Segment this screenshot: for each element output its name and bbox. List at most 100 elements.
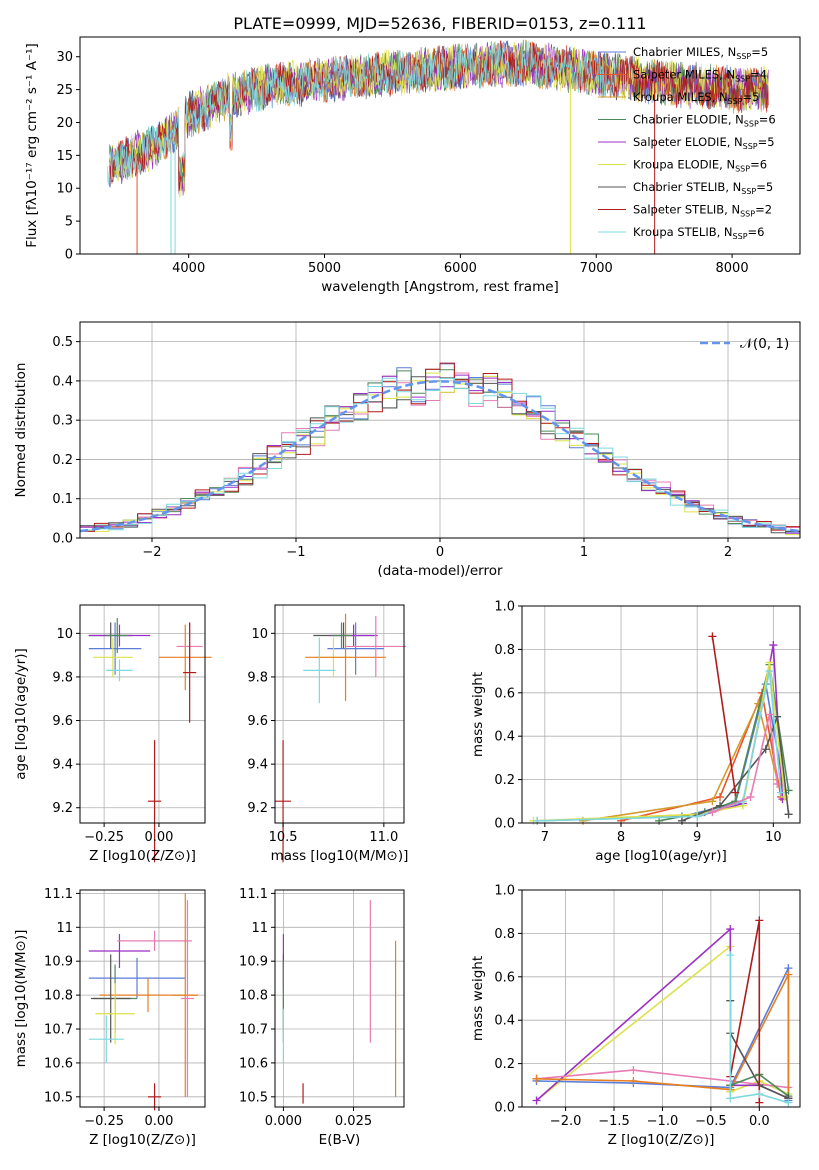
- y-tick-label: 10.9: [44, 955, 73, 970]
- plus-marker: [532, 1096, 541, 1105]
- x-tick-label: 5000: [308, 261, 341, 276]
- legend-entry: Salpeter STELIB, NSSP=2: [633, 203, 772, 219]
- y-tick-label: 0.0: [52, 532, 73, 547]
- y-tick-label: 0.4: [52, 374, 73, 389]
- y-tick-label: 30: [56, 50, 73, 65]
- y-tick-label: 0.4: [494, 1014, 515, 1029]
- age-vs-metallicity-panel: −0.25 0.00 9.2 9.4 9.6 9.8 10 Z [log10(Z/Z⊙)] ag…: [13, 604, 212, 864]
- x-axis-label: Z [log10(Z/Z⊙)]: [608, 1132, 715, 1148]
- axes-frame: [79, 889, 206, 1108]
- y-tick-label: 25: [56, 83, 73, 98]
- y-tick-label: 1.0: [494, 600, 515, 615]
- plus-marker: [755, 1089, 764, 1098]
- y-tick-label: 15: [56, 149, 73, 164]
- y-axis-label: mass weight: [470, 956, 486, 1041]
- data-point: [117, 930, 192, 952]
- legend-entry: Salpeter ELODIE, NSSP=5: [633, 135, 775, 151]
- plus-marker: [755, 1098, 764, 1107]
- data-point: [106, 618, 129, 653]
- x-tick-label: 2: [724, 545, 732, 560]
- x-tick-label: −1.0: [647, 1114, 679, 1129]
- y-tick-label: 9.6: [52, 714, 73, 729]
- legend-entry: Kroupa ELODIE, NSSP=6: [633, 158, 767, 174]
- plus-marker: [726, 1094, 735, 1103]
- plus-marker: [784, 970, 793, 979]
- y-tick-label: 0: [65, 248, 73, 263]
- y-tick-label: 10.7: [44, 1023, 73, 1038]
- data-point: [327, 622, 384, 675]
- plus-marker: [776, 788, 785, 797]
- data-point: [88, 957, 186, 999]
- y-axis-label: age [log10(age/yr)]: [13, 648, 29, 780]
- y-tick-label: 5: [65, 215, 73, 230]
- plus-marker: [765, 658, 774, 667]
- plus-marker: [780, 792, 789, 801]
- x-tick-label: 0.000: [265, 1114, 302, 1129]
- weight-line: [729, 955, 789, 1104]
- y-tick-label: 9.6: [247, 714, 268, 729]
- y-tick-label: 11.1: [239, 887, 268, 902]
- axes-frame: [79, 604, 206, 824]
- x-tick-label: 9: [693, 830, 701, 845]
- y-tick-label: 10: [56, 627, 73, 642]
- data-point: [147, 1083, 162, 1111]
- y-tick-label: 9.8: [52, 670, 73, 685]
- data-point: [275, 740, 292, 863]
- x-tick-label: 7: [541, 830, 549, 845]
- x-tick-label: 6000: [444, 261, 477, 276]
- y-tick-label: 9.4: [52, 758, 73, 773]
- y-tick-label: 0.0: [494, 817, 515, 832]
- legend-entry: 𝒩(0, 1): [740, 336, 789, 352]
- y-tick-label: 20: [56, 116, 73, 131]
- plus-marker: [532, 1074, 541, 1083]
- data-point: [183, 622, 197, 723]
- y-tick-label: 0.1: [52, 492, 73, 507]
- plus-marker: [761, 745, 770, 754]
- histogram-step: [80, 362, 800, 532]
- y-tick-label: 0.6: [494, 970, 515, 985]
- weight-vs-age-panel: 7 8 9 10 0.0 0.2 0.4 0.6 0.8 1.0 age [log10(age/yr…: [470, 600, 801, 864]
- weight-vs-metallicity-panel: −2.0 −1.5 −1.0 −0.5 0.0 0.0 0.2 0.4 0.6 0.8 1.0 Z […: [470, 884, 801, 1148]
- data-point: [90, 954, 131, 1043]
- spectrum-panel: 4000 5000 6000 7000 8000 0 5 10 15 20 25 30 waveleng…: [24, 36, 801, 295]
- y-tick-label: 10.5: [239, 1090, 268, 1105]
- x-tick-label: 8: [617, 830, 625, 845]
- data-point: [303, 637, 336, 704]
- x-tick-label: 0.00: [144, 830, 173, 845]
- data-point: [180, 900, 195, 1097]
- weight-line: [620, 689, 782, 822]
- x-tick-label: −0.5: [695, 1114, 727, 1129]
- legend-entry: Chabrier MILES, NSSP=5: [633, 45, 768, 61]
- axes-frame: [79, 36, 801, 255]
- x-tick-label: −1.5: [598, 1114, 630, 1129]
- x-tick-label: 11.0: [369, 830, 398, 845]
- y-tick-label: 9.8: [247, 670, 268, 685]
- plus-marker: [765, 710, 774, 719]
- y-tick-label: 10: [251, 627, 268, 642]
- plus-marker: [716, 792, 725, 801]
- axes-frame: [274, 889, 405, 1108]
- residuals-panel: −2 −1 0 1 2 0.0 0.1 0.2 0.3 0.4 0.5 (data-model)/er…: [13, 321, 801, 579]
- x-axis-label: mass [log10(M/M⊙)]: [271, 848, 409, 864]
- data-point: [158, 624, 212, 691]
- plus-marker: [708, 797, 717, 806]
- y-tick-label: 9.2: [52, 801, 73, 816]
- y-tick-label: 11: [56, 921, 73, 936]
- plus-marker: [765, 667, 774, 676]
- weight-line: [582, 701, 778, 822]
- plus-marker: [731, 788, 740, 797]
- y-tick-label: 10.6: [239, 1056, 268, 1071]
- plus-marker: [754, 699, 763, 708]
- x-tick-label: 10.5: [269, 830, 298, 845]
- y-tick-label: 0.5: [52, 335, 73, 350]
- y-tick-label: 0.2: [494, 1057, 515, 1072]
- x-tick-label: 0: [436, 545, 444, 560]
- y-tick-label: 0.3: [52, 414, 73, 429]
- weight-line: [711, 636, 737, 793]
- plus-marker: [629, 1076, 638, 1085]
- y-axis-label: mass [log10(M/M⊙)]: [13, 930, 29, 1068]
- y-tick-label: 0.6: [494, 686, 515, 701]
- plus-marker: [726, 925, 735, 934]
- x-tick-label: 4000: [172, 261, 205, 276]
